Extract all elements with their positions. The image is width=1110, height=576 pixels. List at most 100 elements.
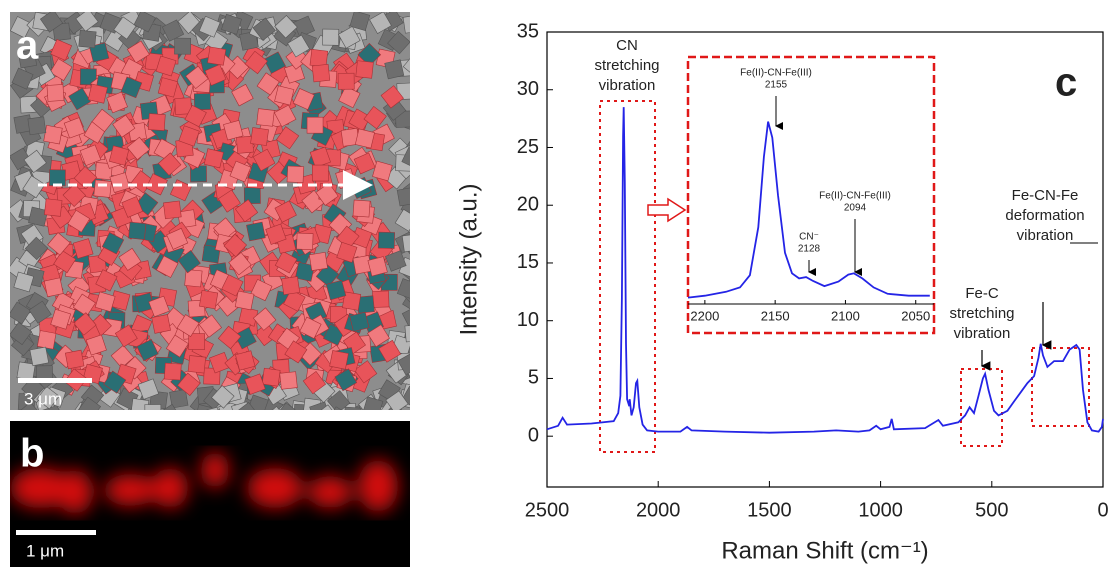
x-tick-label: 2100 bbox=[831, 308, 860, 323]
crystal bbox=[394, 208, 410, 232]
crystal bbox=[373, 406, 391, 410]
crystal bbox=[73, 312, 97, 336]
crystal bbox=[49, 58, 73, 82]
crystal bbox=[354, 360, 378, 384]
crystal bbox=[252, 148, 276, 172]
annotation: vibration bbox=[599, 77, 656, 94]
crystal bbox=[294, 261, 315, 282]
crystal bbox=[174, 37, 191, 55]
crystal bbox=[94, 162, 113, 180]
crystal bbox=[94, 291, 116, 313]
crystal bbox=[72, 238, 94, 259]
crystal bbox=[28, 300, 52, 324]
annotation: stretching bbox=[594, 57, 659, 74]
crystal bbox=[396, 187, 410, 207]
crystal bbox=[148, 295, 170, 318]
crystal bbox=[128, 221, 147, 240]
crystal bbox=[355, 60, 374, 79]
crystal bbox=[203, 148, 224, 169]
crystal bbox=[37, 330, 57, 350]
crystal bbox=[126, 136, 151, 161]
crystal bbox=[408, 221, 410, 239]
crystal bbox=[265, 223, 287, 245]
crystal bbox=[10, 301, 31, 325]
y-tick-label: 0 bbox=[528, 424, 539, 446]
crystal bbox=[281, 276, 301, 296]
crystal bbox=[401, 233, 410, 253]
scale-bar bbox=[16, 530, 96, 535]
crystal bbox=[113, 16, 137, 40]
crystal bbox=[13, 271, 35, 293]
crystal bbox=[348, 108, 372, 132]
crystal bbox=[246, 221, 266, 242]
crystal bbox=[256, 108, 275, 127]
crystal bbox=[11, 67, 34, 90]
crystal bbox=[178, 125, 200, 147]
crystal bbox=[378, 339, 402, 363]
crystal bbox=[315, 182, 339, 206]
crystal bbox=[228, 252, 252, 276]
crystal bbox=[188, 333, 205, 350]
crystal bbox=[349, 311, 370, 332]
annotation: CN bbox=[616, 37, 638, 54]
crystal bbox=[161, 19, 185, 42]
crystal bbox=[136, 339, 159, 362]
crystal bbox=[79, 144, 102, 166]
crystal bbox=[397, 352, 410, 376]
crystal bbox=[144, 404, 162, 410]
crystal bbox=[349, 12, 371, 32]
crystal bbox=[68, 87, 92, 111]
crystal bbox=[337, 72, 355, 90]
annotation: 2155 bbox=[765, 80, 788, 91]
crystal bbox=[380, 85, 404, 109]
annotation: 2094 bbox=[844, 203, 867, 214]
crystal bbox=[211, 385, 235, 409]
crystal bbox=[64, 349, 85, 370]
crystal bbox=[49, 169, 66, 187]
crystal bbox=[314, 404, 339, 410]
crystal bbox=[201, 406, 222, 410]
crystal bbox=[109, 172, 131, 193]
crystal bbox=[163, 200, 182, 220]
x-tick-label: 2000 bbox=[636, 499, 681, 521]
crystal bbox=[336, 241, 358, 263]
crystal bbox=[329, 350, 349, 370]
scale-text: 3 μm bbox=[24, 389, 62, 408]
crystal bbox=[406, 212, 410, 232]
crystal bbox=[284, 62, 305, 84]
crystal bbox=[39, 12, 64, 33]
crystal bbox=[276, 126, 300, 150]
x-tick-label: 2500 bbox=[525, 499, 570, 521]
crystal bbox=[384, 59, 405, 80]
crystal bbox=[75, 12, 99, 32]
highlight-box bbox=[1031, 347, 1090, 427]
crystal bbox=[402, 53, 410, 78]
crystal bbox=[101, 232, 125, 255]
y-tick-label: 25 bbox=[517, 136, 539, 158]
crystal bbox=[221, 13, 242, 35]
crystal bbox=[151, 314, 171, 334]
highlight-box bbox=[960, 368, 1003, 447]
crystal bbox=[67, 209, 91, 233]
crystal bbox=[36, 386, 60, 410]
crystal bbox=[43, 124, 63, 145]
crystal bbox=[44, 198, 63, 217]
crystal bbox=[53, 250, 77, 274]
crystal bbox=[292, 88, 315, 110]
crystal bbox=[137, 378, 160, 400]
crystal bbox=[311, 63, 331, 83]
crystal bbox=[211, 406, 233, 410]
crystal bbox=[234, 199, 259, 223]
crystal bbox=[158, 403, 182, 410]
crystal bbox=[93, 179, 112, 198]
annotation: deformation bbox=[1005, 207, 1084, 224]
crystal bbox=[372, 290, 390, 308]
crystal bbox=[17, 401, 42, 410]
crystal bbox=[369, 12, 392, 34]
crystal bbox=[234, 326, 257, 350]
panel-label: a bbox=[16, 24, 39, 68]
crystal bbox=[377, 231, 395, 249]
annotation: Fe-C bbox=[965, 285, 999, 302]
x-tick-label: 2050 bbox=[901, 308, 930, 323]
